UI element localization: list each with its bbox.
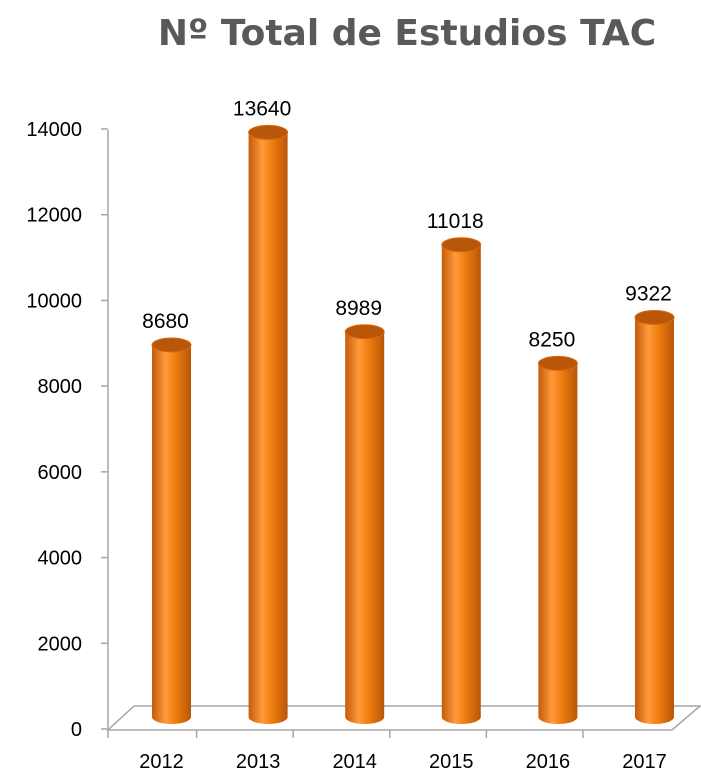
bar xyxy=(248,124,289,724)
y-tick-label: 10000 xyxy=(26,290,82,312)
bar-body xyxy=(152,345,191,724)
bar-cap xyxy=(344,324,385,340)
chart-floor xyxy=(106,130,701,731)
chart-title: Nº Total de Estudios TAC xyxy=(158,13,656,54)
y-tick-label: 4000 xyxy=(38,548,83,570)
bar xyxy=(441,237,482,725)
bar-body xyxy=(345,331,385,724)
bar-cap xyxy=(151,337,192,353)
floor-plane xyxy=(106,705,701,731)
y-tick-label: 0 xyxy=(71,719,82,741)
bar-cap xyxy=(537,355,578,371)
y-tick-label: 6000 xyxy=(38,462,83,484)
data-label: 8989 xyxy=(335,297,382,320)
bar xyxy=(151,337,192,724)
y-tick-label: 14000 xyxy=(26,119,82,141)
y-tick-label: 2000 xyxy=(38,633,83,655)
bar-body xyxy=(635,317,674,724)
x-tick-label: 2013 xyxy=(236,751,281,773)
x-axis: 2012 2013 2014 2015 2016 2017 xyxy=(107,730,667,773)
x-tick-label: 2012 xyxy=(139,751,184,773)
bar-cap xyxy=(441,237,482,253)
bar-body xyxy=(538,363,578,724)
data-label: 8250 xyxy=(529,328,576,351)
data-label: 9322 xyxy=(625,282,672,305)
x-tick-label: 2014 xyxy=(332,751,377,773)
data-label: 11018 xyxy=(427,210,484,233)
bar-cap xyxy=(634,309,675,325)
bar xyxy=(537,355,578,724)
bars: 8680 13640 8989 11018 8250 9322 xyxy=(142,97,675,725)
y-axis: 0 2000 4000 6000 8000 10000 12000 14000 xyxy=(26,119,108,741)
bar-body xyxy=(441,244,481,725)
x-tick-label: 2015 xyxy=(429,751,474,773)
x-tick-label: 2017 xyxy=(622,751,667,773)
bar xyxy=(344,324,385,724)
data-label: 8680 xyxy=(142,310,189,333)
y-tick-label: 8000 xyxy=(38,376,83,398)
bar-body xyxy=(248,132,288,724)
y-tick-label: 12000 xyxy=(26,205,82,227)
data-label: 13640 xyxy=(233,97,291,120)
bar-cap xyxy=(248,124,289,140)
bar xyxy=(634,309,675,724)
x-tick-label: 2016 xyxy=(526,751,571,773)
